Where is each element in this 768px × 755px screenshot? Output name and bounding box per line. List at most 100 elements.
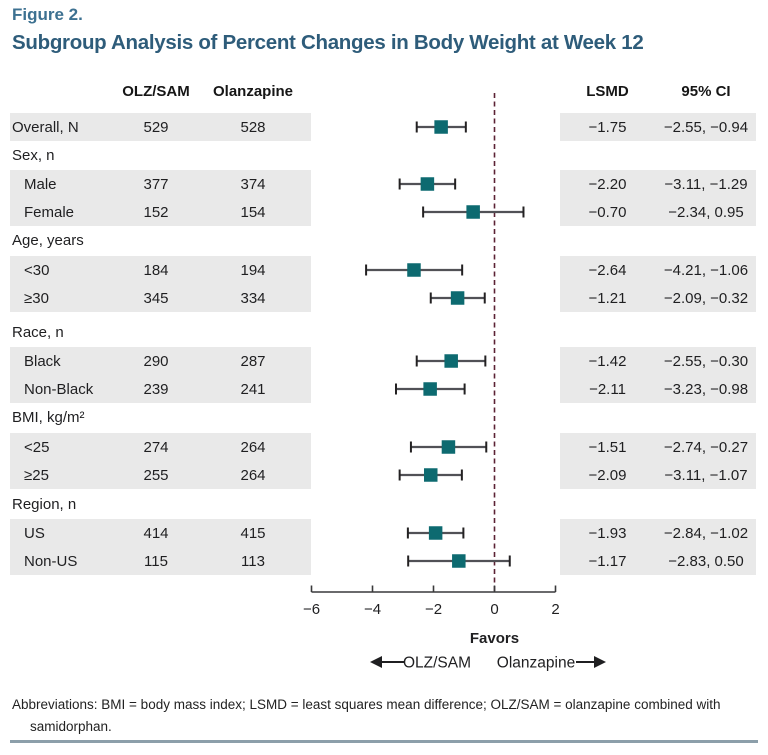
x-axis-tick-label: −2 <box>425 601 442 618</box>
subgroup-label: Male <box>24 175 57 193</box>
group-row: Sex, n <box>0 141 768 170</box>
row-stripe <box>10 198 311 226</box>
group-row: BMI, kg/m² <box>0 403 768 432</box>
olzsam-count: 414 <box>143 524 169 542</box>
ci-value: −4.21, −1.06 <box>663 261 749 279</box>
ci-value: −3.11, −1.07 <box>664 466 748 484</box>
olzsam-count: 152 <box>143 203 169 221</box>
lsmd-value: −1.21 <box>588 289 627 307</box>
lsmd-value: −1.93 <box>588 524 627 542</box>
row-stripe <box>560 347 756 375</box>
olzsam-count: 377 <box>143 175 169 193</box>
table-row: Female 152 154 −0.70 −2.34, 0.95 <box>0 198 768 226</box>
ci-value: −3.23, −0.98 <box>663 380 749 398</box>
row-stripe <box>10 347 311 375</box>
group-row: Race, n <box>0 318 768 347</box>
subgroup-label: ≥25 <box>24 466 49 484</box>
subgroup-label: <25 <box>24 438 50 456</box>
subgroup-label: US <box>24 524 45 542</box>
olanzapine-count: 154 <box>240 203 266 221</box>
row-stripe <box>10 375 311 403</box>
olzsam-count: 274 <box>143 438 169 456</box>
row-stripe <box>560 170 756 198</box>
group-label: Age, years <box>12 232 84 249</box>
row-stripe <box>560 256 756 284</box>
olzsam-count: 239 <box>143 380 169 398</box>
row-stripe <box>560 519 756 547</box>
olzsam-count: 115 <box>144 552 168 570</box>
x-axis-tick-label: 2 <box>551 601 559 618</box>
olzsam-count: 345 <box>143 289 169 307</box>
row-stripe <box>560 461 756 489</box>
row-stripe <box>10 547 311 575</box>
subgroup-label: Female <box>24 203 75 221</box>
olzsam-count: 255 <box>143 466 169 484</box>
lsmd-value: −2.20 <box>588 175 627 193</box>
table-row: US 414 415 −1.93 −2.84, −1.02 <box>0 519 768 547</box>
olanzapine-count: 287 <box>240 352 266 370</box>
ci-value: −2.55, −0.94 <box>663 118 749 136</box>
olzsam-count: 529 <box>143 118 169 136</box>
table-row: <30 184 194 −2.64 −4.21, −1.06 <box>0 256 768 284</box>
favors-right-label: Olanzapine <box>497 655 575 672</box>
olanzapine-count: 415 <box>240 524 266 542</box>
olzsam-count: 290 <box>143 352 169 370</box>
figure-label: Figure 2. <box>12 5 83 24</box>
row-stripe <box>10 256 311 284</box>
table-row: Black 290 287 −1.42 −2.55, −0.30 <box>0 347 768 375</box>
bottom-rule <box>10 740 758 743</box>
lsmd-value: −1.75 <box>588 118 627 136</box>
table-row: Overall, N 529 528 −1.75 −2.55, −0.94 <box>0 113 768 141</box>
olanzapine-count: 113 <box>241 552 265 570</box>
row-stripe <box>560 375 756 403</box>
group-row: Region, n <box>0 490 768 519</box>
subgroup-label: ≥30 <box>24 289 49 307</box>
table-row: Male 377 374 −2.20 −3.11, −1.29 <box>0 170 768 198</box>
favors-label: Favors <box>470 630 519 647</box>
subgroup-label: <30 <box>24 261 50 279</box>
ci-value: −2.34, 0.95 <box>668 203 744 221</box>
olanzapine-count: 264 <box>240 438 266 456</box>
lsmd-value: −0.70 <box>588 203 627 221</box>
ci-value: −2.09, −0.32 <box>663 289 749 307</box>
table-row: ≥25 255 264 −2.09 −3.11, −1.07 <box>0 461 768 489</box>
column-header-95ci: 95% CI <box>681 82 731 100</box>
ci-value: −2.55, −0.30 <box>663 352 749 370</box>
subgroup-label: Non-Black <box>24 380 94 398</box>
table-row: <25 274 264 −1.51 −2.74, −0.27 <box>0 433 768 461</box>
row-stripe <box>560 198 756 226</box>
row-stripe <box>10 433 311 461</box>
x-axis-tick-label: −6 <box>303 601 320 618</box>
x-axis-tick-label: −4 <box>364 601 381 618</box>
row-stripe <box>10 519 311 547</box>
group-label: Race, n <box>12 324 64 341</box>
row-stripe <box>10 461 311 489</box>
lsmd-value: −2.11 <box>589 380 626 398</box>
lsmd-value: −2.09 <box>588 466 627 484</box>
row-stripe <box>10 113 311 141</box>
ci-value: −2.74, −0.27 <box>663 438 749 456</box>
column-header-lsmd: LSMD <box>586 82 629 100</box>
olanzapine-count: 194 <box>240 261 266 279</box>
olanzapine-count: 374 <box>240 175 266 193</box>
lsmd-value: −2.64 <box>588 261 627 279</box>
abbreviations-note: Abbreviations: BMI = body mass index; LS… <box>12 697 721 734</box>
ci-value: −2.83, 0.50 <box>668 552 744 570</box>
subgroup-label: Black <box>24 352 61 370</box>
ci-value: −2.84, −1.02 <box>663 524 749 542</box>
column-header-olanzapine: Olanzapine <box>212 82 294 100</box>
lsmd-value: −1.42 <box>588 352 627 370</box>
row-stripe <box>560 433 756 461</box>
table-row: Non-Black 239 241 −2.11 −3.23, −0.98 <box>0 375 768 403</box>
row-stripe <box>10 170 311 198</box>
subgroup-label: Non-US <box>24 552 78 570</box>
olanzapine-count: 334 <box>240 289 266 307</box>
olanzapine-count: 241 <box>240 380 266 398</box>
ci-value: −3.11, −1.29 <box>664 175 748 193</box>
group-label: Sex, n <box>12 147 55 164</box>
group-label: Region, n <box>12 496 77 513</box>
group-row: Age, years <box>0 226 768 255</box>
lsmd-value: −1.51 <box>588 438 627 456</box>
column-header-olzsam: OLZ/SAM <box>122 82 190 100</box>
